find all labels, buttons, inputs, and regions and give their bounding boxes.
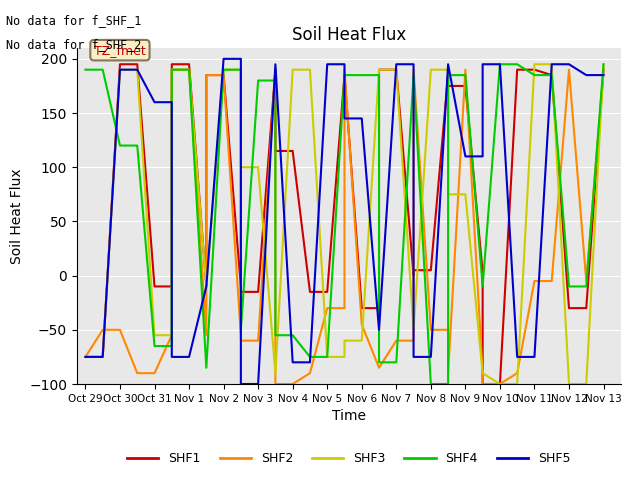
Text: No data for f_SHF_2: No data for f_SHF_2: [6, 38, 142, 51]
Text: TZ_fmet: TZ_fmet: [94, 44, 146, 57]
Legend: SHF1, SHF2, SHF3, SHF4, SHF5: SHF1, SHF2, SHF3, SHF4, SHF5: [122, 447, 575, 470]
Y-axis label: Soil Heat Flux: Soil Heat Flux: [10, 168, 24, 264]
Text: No data for f_SHF_1: No data for f_SHF_1: [6, 14, 142, 27]
X-axis label: Time: Time: [332, 409, 366, 423]
Title: Soil Heat Flux: Soil Heat Flux: [292, 25, 406, 44]
